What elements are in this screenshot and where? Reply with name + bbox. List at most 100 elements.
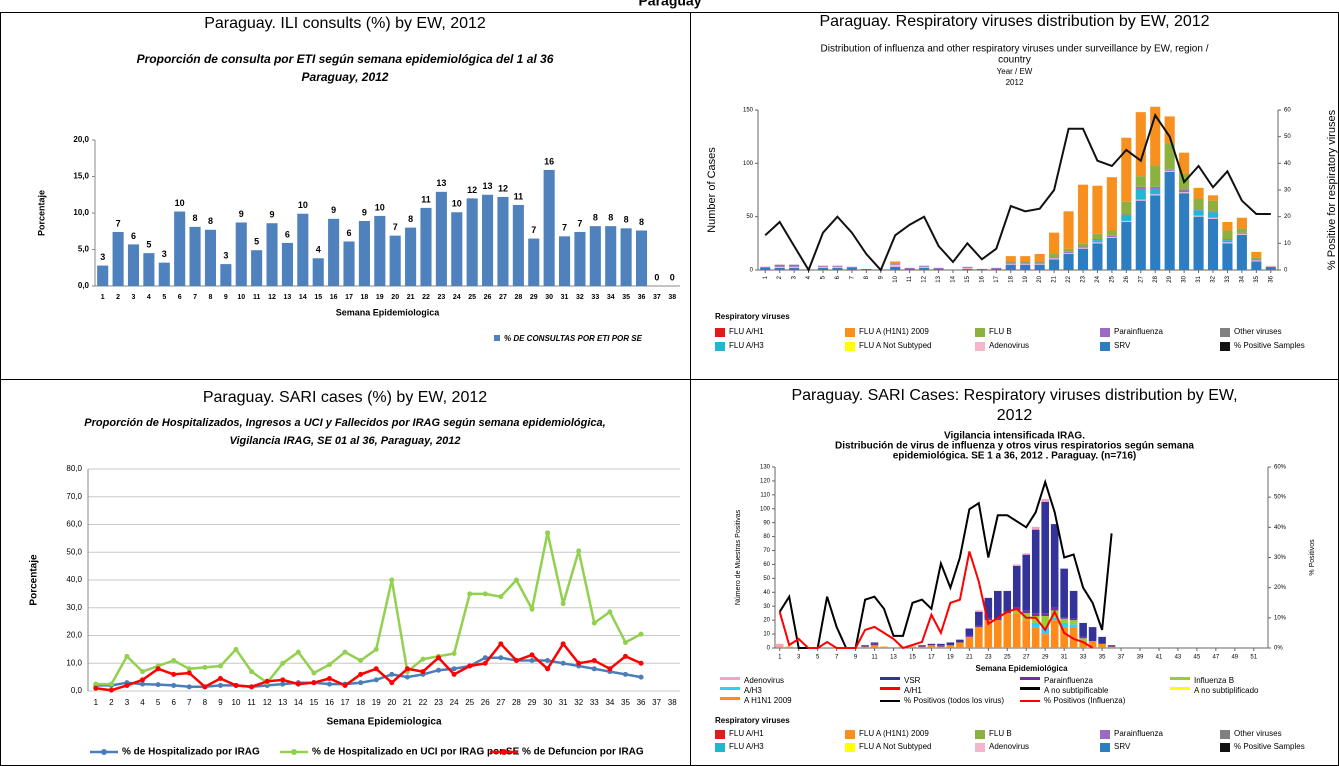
marker xyxy=(171,657,177,663)
x-tick-label: 51 xyxy=(1250,655,1257,661)
bar-segment xyxy=(965,636,974,648)
bar-segment xyxy=(1236,228,1247,233)
bar-segment xyxy=(890,266,901,270)
data-label: 6 xyxy=(285,229,290,239)
marker xyxy=(591,657,597,663)
legend-swatch xyxy=(1170,687,1190,690)
marker xyxy=(560,660,566,666)
y-tick-label: 40,0 xyxy=(66,575,82,584)
marker xyxy=(638,660,644,666)
x-tick-label: 23 xyxy=(434,698,443,707)
bar-segment xyxy=(1164,116,1175,144)
bar-segment xyxy=(1012,564,1021,566)
y-tick-label: 20,0 xyxy=(73,135,89,144)
marker xyxy=(171,671,177,677)
bar-segment xyxy=(1222,243,1233,270)
marker xyxy=(233,682,239,688)
marker xyxy=(280,681,286,687)
bar-segment xyxy=(1022,620,1031,648)
marker xyxy=(93,685,99,691)
bar-segment xyxy=(1236,217,1247,229)
marker xyxy=(217,676,223,682)
bar xyxy=(528,238,540,286)
data-label: 5 xyxy=(254,237,259,247)
data-label: 6 xyxy=(131,231,136,241)
y-tick-label: 60,0 xyxy=(66,520,82,529)
y-axis-label: Porcentaje xyxy=(36,190,46,236)
x-tick-label: 25 xyxy=(1004,655,1011,661)
legend-swatch xyxy=(845,342,855,351)
y2-tick-label: 50% xyxy=(1274,495,1287,501)
legend-swatch xyxy=(1220,743,1230,752)
bar-segment xyxy=(1150,195,1161,270)
line xyxy=(95,532,642,686)
bar-segment xyxy=(870,642,879,644)
x-tick-label: 41 xyxy=(1156,655,1163,661)
legend-swatch xyxy=(880,687,900,690)
bar-segment xyxy=(1207,211,1219,213)
y-tick-label: 120 xyxy=(760,479,771,485)
marker xyxy=(155,682,161,688)
bar-segment xyxy=(1049,258,1060,260)
bar xyxy=(420,207,432,286)
data-label: 8 xyxy=(639,217,644,227)
x-tick-label: 6 xyxy=(171,698,176,707)
data-label: 8 xyxy=(193,213,198,223)
chart-title: Vigilancia intensificada IRAG. xyxy=(944,431,1085,442)
bar-segment xyxy=(1207,217,1219,219)
bar xyxy=(127,244,140,286)
bar xyxy=(389,235,401,286)
panel: Paraguay. SARI Cases: Respiratory viruse… xyxy=(715,387,1316,752)
bar-segment xyxy=(1060,618,1068,623)
marker xyxy=(202,684,208,690)
bar-segment xyxy=(975,611,983,626)
y-tick-label: 100 xyxy=(760,506,771,512)
bar-segment xyxy=(984,620,993,648)
bar xyxy=(466,198,478,286)
x-tick-label: 32 xyxy=(574,698,583,707)
marker xyxy=(545,666,551,672)
bar-segment xyxy=(1135,199,1146,201)
data-label: 16 xyxy=(544,156,554,166)
data-label: 8 xyxy=(408,214,413,224)
legend-label: Adenovirus xyxy=(989,341,1029,350)
bar-segment xyxy=(1092,185,1103,234)
x-tick-label: 21 xyxy=(1052,275,1058,282)
x-tick-label: 5 xyxy=(162,294,166,301)
bar xyxy=(435,191,447,286)
x-tick-label: 3 xyxy=(125,698,130,707)
marker xyxy=(467,591,473,597)
x-tick-label: 12 xyxy=(922,275,928,282)
legend-label: FLU A/H1 xyxy=(729,327,764,336)
x-tick-label: 19 xyxy=(1023,275,1029,282)
x-tick-label: 38 xyxy=(668,698,677,707)
y2-axis-label: % Positivos xyxy=(1309,539,1316,576)
bar-segment xyxy=(1060,627,1068,648)
bar-segment xyxy=(1121,137,1132,202)
x-tick-label: 8 xyxy=(864,275,870,279)
data-label: 11 xyxy=(421,194,431,204)
chart-title: Vigilancia IRAG, SE 01 al 36, Paraguay, … xyxy=(230,435,461,447)
legend-label: FLU B xyxy=(989,729,1012,738)
bar-segment xyxy=(956,642,964,648)
marker xyxy=(591,666,597,672)
bar-segment xyxy=(1041,501,1049,614)
y2-tick-label: 40 xyxy=(1284,161,1291,167)
bar-segment xyxy=(1063,254,1074,270)
marker xyxy=(295,681,301,687)
bar-segment xyxy=(1092,239,1103,241)
y-tick-label: 0 xyxy=(750,268,754,274)
data-label: 12 xyxy=(498,183,508,193)
bar-segment xyxy=(1031,615,1040,623)
x-tick-label: 31 xyxy=(561,294,569,301)
x-tick-label: 9 xyxy=(224,294,228,301)
x-tick-label: 49 xyxy=(1231,655,1238,661)
x-tick-label: 24 xyxy=(1095,275,1101,282)
bar-segment xyxy=(994,618,1002,621)
x-tick-label: 6 xyxy=(835,275,841,279)
bar-segment xyxy=(1003,613,1012,648)
bar-segment xyxy=(789,266,800,268)
x-tick-label: 33 xyxy=(1225,275,1231,282)
x-tick-label: 20 xyxy=(387,698,396,707)
legend-swatch xyxy=(845,730,855,739)
